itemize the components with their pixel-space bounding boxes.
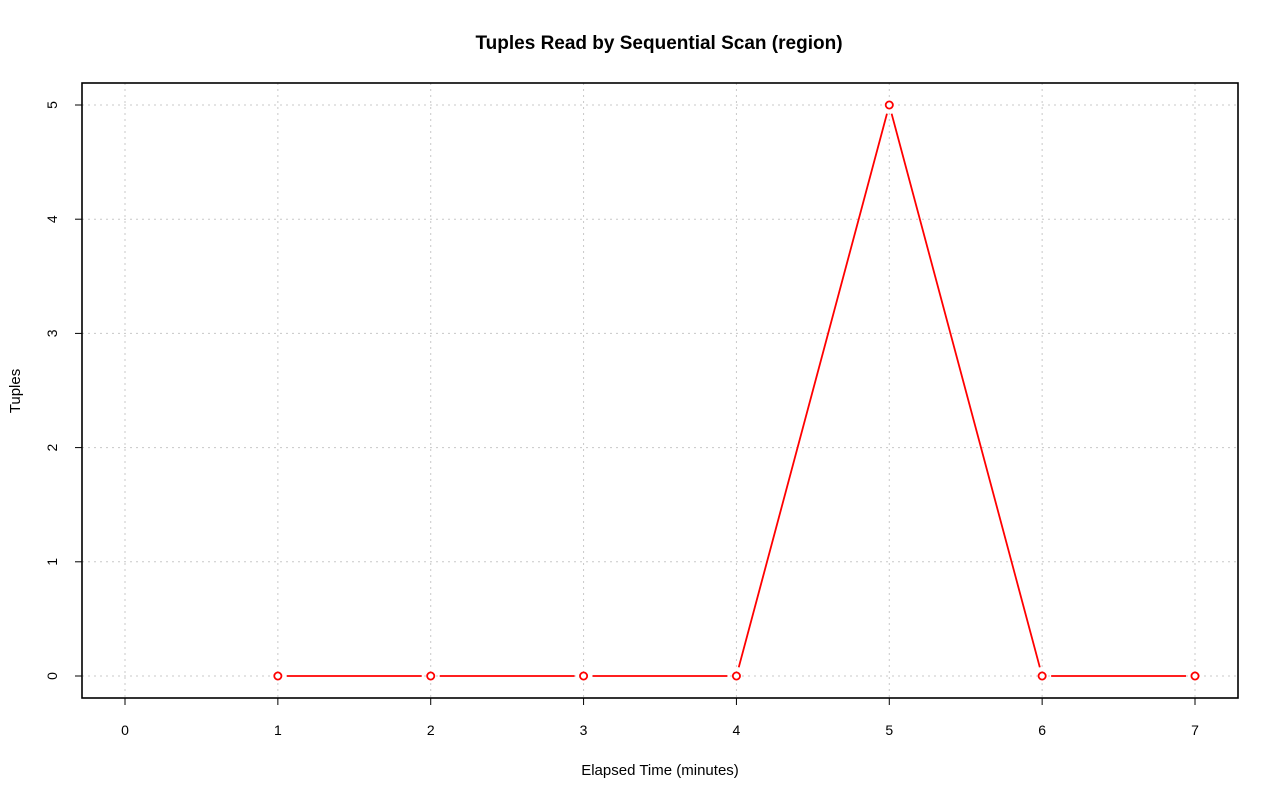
plot-frame xyxy=(81,82,1239,699)
data-point xyxy=(579,671,589,681)
y-tick-label: 0 xyxy=(44,672,60,680)
x-tick-label: 7 xyxy=(1191,722,1199,738)
x-tick-label: 3 xyxy=(580,722,588,738)
data-point xyxy=(731,671,741,681)
y-tick-label: 5 xyxy=(44,101,60,109)
series-line-segment xyxy=(737,113,888,668)
x-tick-label: 6 xyxy=(1038,722,1046,738)
x-tick-label: 4 xyxy=(733,722,741,738)
y-tick-label: 4 xyxy=(44,215,60,223)
x-tick-label: 2 xyxy=(427,722,435,738)
chart-title: Tuples Read by Sequential Scan (region) xyxy=(475,33,842,54)
data-point xyxy=(273,671,283,681)
data-point xyxy=(884,100,894,110)
x-axis-label: Elapsed Time (minutes) xyxy=(581,762,739,779)
data-point xyxy=(1037,671,1047,681)
x-tick-label: 0 xyxy=(121,722,129,738)
series-line-segment xyxy=(890,113,1041,668)
grid xyxy=(82,83,1238,698)
x-tick-label: 1 xyxy=(274,722,282,738)
y-tick-label: 1 xyxy=(44,558,60,566)
y-axis-label: Tuples xyxy=(7,369,24,413)
y-tick-label: 2 xyxy=(44,443,60,451)
x-tick-label: 5 xyxy=(885,722,893,738)
series-layer xyxy=(273,100,1200,681)
data-point xyxy=(426,671,436,681)
x-axis: 0 1 2 3 4 5 6 7 xyxy=(121,698,1199,738)
data-point xyxy=(1190,671,1200,681)
y-axis: 0 1 2 3 4 5 xyxy=(44,101,82,680)
y-tick-label: 3 xyxy=(44,329,60,337)
